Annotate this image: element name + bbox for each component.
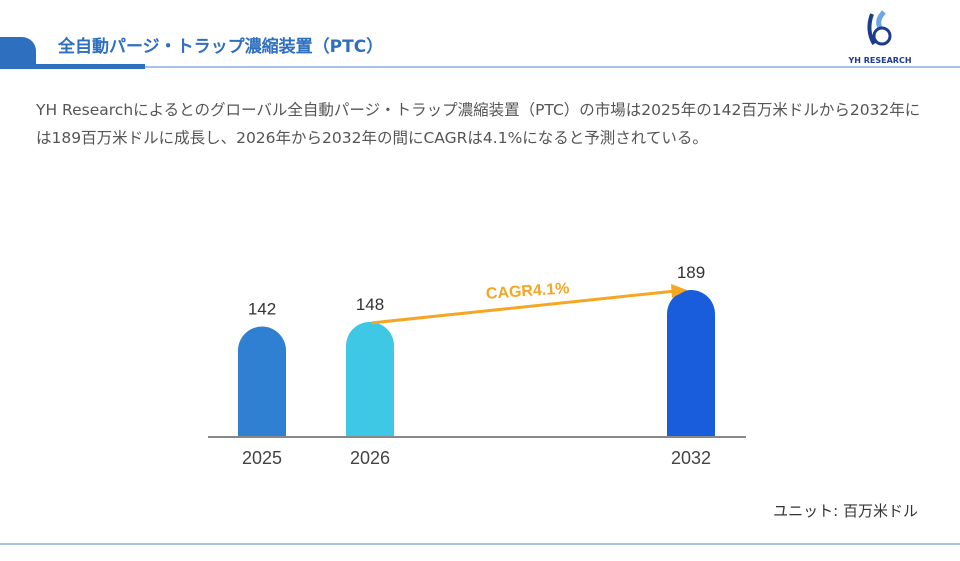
logo: YH RESEARCH (840, 8, 920, 65)
footer-divider (0, 543, 960, 545)
header-accent (0, 37, 36, 67)
x-tick-2025: 2025 (242, 448, 282, 468)
unit-label: ユニット: 百万米ドル (773, 502, 918, 520)
bar-2026 (346, 321, 394, 437)
cagr-annotation: CAGR4.1% (485, 280, 570, 303)
page-title: 全自動パージ・トラップ濃縮装置（PTC） (58, 37, 384, 57)
header-divider (0, 66, 960, 68)
data-label-2026: 148 (356, 295, 384, 314)
cagr-arrow-head (671, 284, 687, 298)
data-label-2032: 189 (677, 263, 705, 282)
x-tick-2032: 2032 (671, 448, 711, 468)
data-label-2025: 142 (248, 300, 276, 319)
bar-2025 (238, 326, 286, 437)
cagr-arrow-line (371, 289, 674, 325)
logo-text: YH RESEARCH (848, 56, 912, 65)
logo-icon (867, 10, 892, 46)
bar-2032 (667, 290, 715, 437)
header-accent-bar (0, 64, 145, 69)
x-tick-2026: 2026 (350, 448, 390, 468)
description: YH Researchによるとのグローバル全自動パージ・トラップ濃縮装置（PTC… (36, 101, 921, 147)
